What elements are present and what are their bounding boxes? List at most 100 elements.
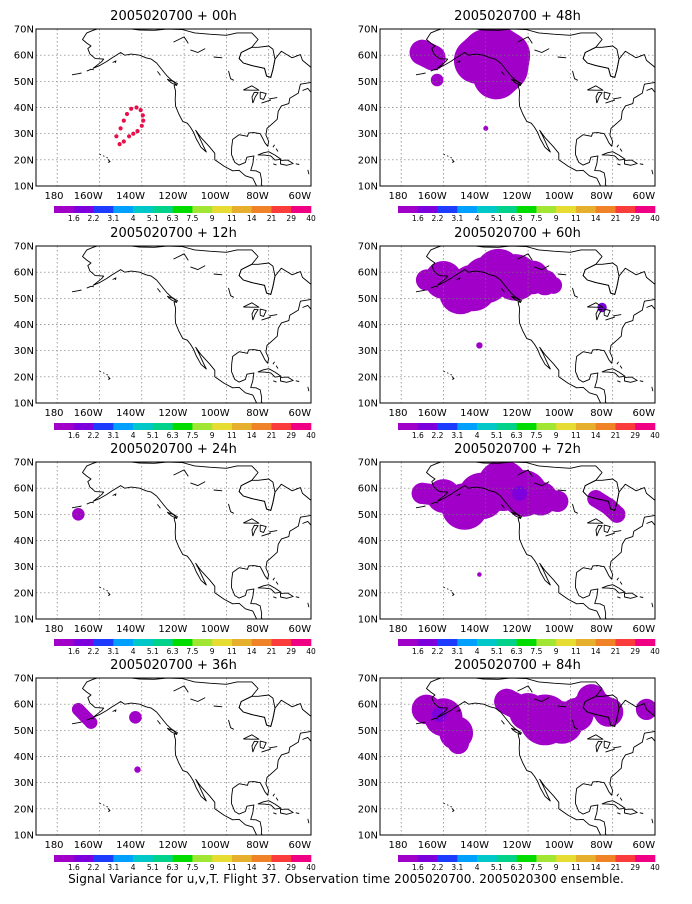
lon-tick-label: 100W	[201, 840, 230, 851]
lat-tick-label: 50N	[358, 294, 378, 305]
lat-tick-label: 40N	[358, 320, 378, 331]
colorbar-level-label: 14	[247, 863, 257, 872]
map-frame	[379, 677, 656, 836]
colorbar-level-label: 4	[131, 431, 136, 440]
colorbar-level-label: 2.2	[88, 647, 100, 656]
colorbar-level-label: 2.2	[88, 431, 100, 440]
lat-tick-label: 60N	[14, 51, 34, 62]
lon-tick-label: 100W	[201, 408, 230, 419]
map-frame	[35, 677, 312, 836]
colorbar-level-label: 14	[591, 214, 601, 223]
variance-shading	[411, 694, 474, 755]
colorbar-level-label: 1.6	[68, 647, 80, 656]
lon-tick-label: 100W	[545, 624, 574, 635]
lat-tick-label: 10N	[358, 831, 378, 842]
colorbar-level-label: 40	[306, 431, 316, 440]
colorbar-level-label: 11	[227, 214, 237, 223]
lon-tick-label: 140W	[460, 840, 489, 851]
lon-tick-label: 100W	[201, 191, 230, 202]
lon-tick-label: 160W	[74, 840, 103, 851]
coastline	[71, 678, 311, 835]
lat-tick-label: 40N	[358, 103, 378, 114]
lat-tick-label: 60N	[14, 268, 34, 279]
coastline	[415, 246, 655, 403]
colorbar-level-label: 3.1	[451, 647, 463, 656]
variance-shading	[415, 248, 562, 315]
colorbar-level-label: 2.2	[88, 214, 100, 223]
colorbar-level-label: 29	[286, 214, 296, 223]
colorbar-level-label: 11	[227, 863, 237, 872]
lon-tick-label: 180	[44, 191, 63, 202]
variance-shading	[72, 508, 85, 521]
colorbar-level-label: 29	[286, 863, 296, 872]
colorbar-level-label: 9	[554, 647, 559, 656]
lat-tick-label: 70N	[14, 242, 34, 253]
colorbar: 1.6 2.2 3.1 4 5.1 6.3 7.5 9 11 14 21 29 40	[54, 423, 316, 440]
lon-tick-label: 120W	[502, 840, 531, 851]
lat-tick-label: 30N	[14, 562, 34, 573]
lat-tick-label: 70N	[14, 674, 34, 685]
map-frame	[379, 461, 656, 620]
colorbar-level-label: 21	[267, 431, 277, 440]
lat-tick-label: 20N	[358, 588, 378, 599]
lat-tick-label: 50N	[14, 77, 34, 88]
lon-tick-label: 80W	[246, 191, 269, 202]
graticule	[36, 246, 311, 403]
lat-tick-label: 30N	[358, 129, 378, 140]
variance-shading	[587, 490, 626, 523]
lat-tick-label: 30N	[358, 346, 378, 357]
panel-title: 2005020700 + 36h	[110, 658, 237, 673]
variance-shading	[476, 342, 483, 349]
colorbar-level-label: 40	[306, 214, 316, 223]
lat-tick-label: 10N	[14, 182, 34, 193]
colorbar-level-label: 2.2	[432, 647, 444, 656]
lat-tick-label: 10N	[14, 399, 34, 410]
variance-shading	[134, 766, 141, 773]
colorbar-level-label: 6.3	[167, 214, 179, 223]
variance-shading	[494, 684, 624, 746]
colorbar-level-label: 9	[554, 431, 559, 440]
colorbar-level-label: 1.6	[412, 214, 424, 223]
lat-tick-label: 60N	[14, 700, 34, 711]
lon-tick-label: 160W	[418, 840, 447, 851]
lat-tick-label: 40N	[14, 536, 34, 547]
lat-tick-label: 70N	[358, 25, 378, 36]
coastline	[415, 678, 655, 835]
colorbar-level-label: 2.2	[88, 863, 100, 872]
colorbar-level-label: 5.1	[147, 214, 159, 223]
lon-tick-label: 100W	[545, 408, 574, 419]
colorbar-level-label: 21	[611, 863, 621, 872]
lat-tick-label: 60N	[358, 700, 378, 711]
lon-tick-label: 120W	[502, 191, 531, 202]
variance-shading	[430, 73, 444, 87]
lat-tick-label: 10N	[358, 615, 378, 626]
lat-tick-label: 20N	[14, 155, 34, 166]
lon-tick-label: 60W	[288, 624, 311, 635]
colorbar-level-label: 29	[630, 863, 640, 872]
lat-tick-label: 50N	[14, 510, 34, 521]
lon-tick-label: 100W	[545, 840, 574, 851]
lon-tick-label: 180	[388, 408, 407, 419]
colorbar-level-label: 1.6	[68, 214, 80, 223]
lon-tick-label: 180	[388, 191, 407, 202]
lat-tick-label: 50N	[358, 510, 378, 521]
colorbar: 1.6 2.2 3.1 4 5.1 6.3 7.5 9 11 14 21 29 40	[54, 206, 316, 223]
lat-tick-label: 10N	[358, 399, 378, 410]
colorbar-level-label: 9	[210, 431, 215, 440]
lon-tick-label: 160W	[74, 191, 103, 202]
colorbar: 1.6 2.2 3.1 4 5.1 6.3 7.5 9 11 14 21 29 40	[398, 639, 660, 656]
colorbar-level-label: 5.1	[491, 647, 503, 656]
lat-tick-label: 40N	[14, 320, 34, 331]
variance-shading	[454, 29, 531, 100]
colorbar-level-label: 3.1	[107, 863, 119, 872]
lat-tick-label: 10N	[358, 182, 378, 193]
colorbar-level-label: 7.5	[530, 431, 542, 440]
lon-tick-label: 120W	[158, 191, 187, 202]
lon-tick-label: 160W	[418, 408, 447, 419]
lon-tick-label: 120W	[502, 408, 531, 419]
colorbar-level-label: 21	[267, 863, 277, 872]
colorbar: 1.6 2.2 3.1 4 5.1 6.3 7.5 9 11 14 21 29 40	[398, 423, 660, 440]
coastline	[415, 462, 655, 619]
map-frame	[35, 461, 312, 620]
colorbar: 1.6 2.2 3.1 4 5.1 6.3 7.5 9 11 14 21 29 40	[54, 639, 316, 656]
